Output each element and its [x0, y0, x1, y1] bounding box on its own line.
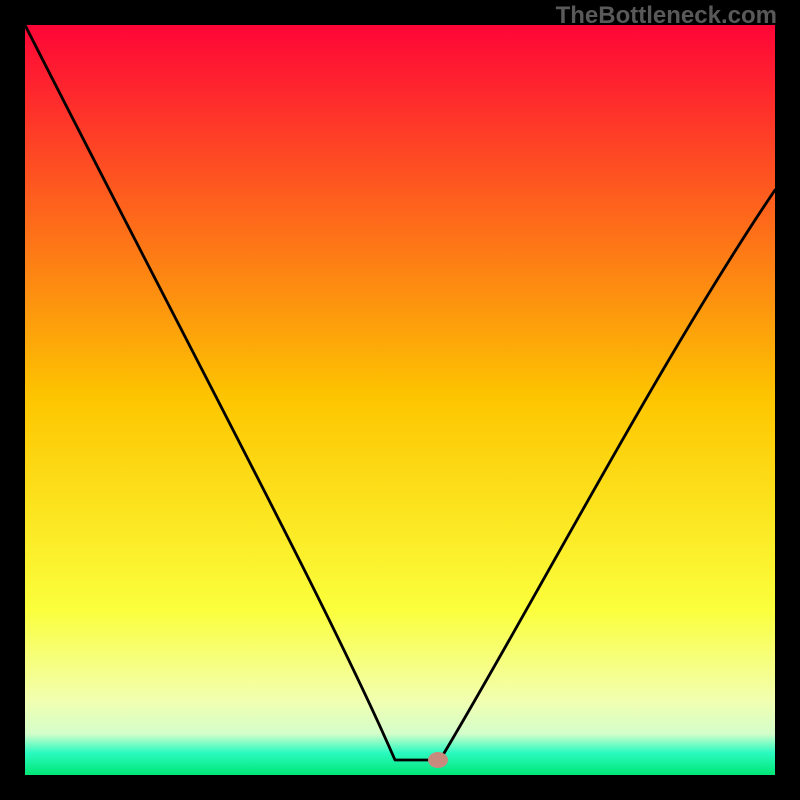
plot-area [25, 25, 775, 775]
chart-svg [0, 0, 800, 800]
watermark-text: TheBottleneck.com [556, 2, 777, 30]
optimum-marker [428, 752, 448, 768]
